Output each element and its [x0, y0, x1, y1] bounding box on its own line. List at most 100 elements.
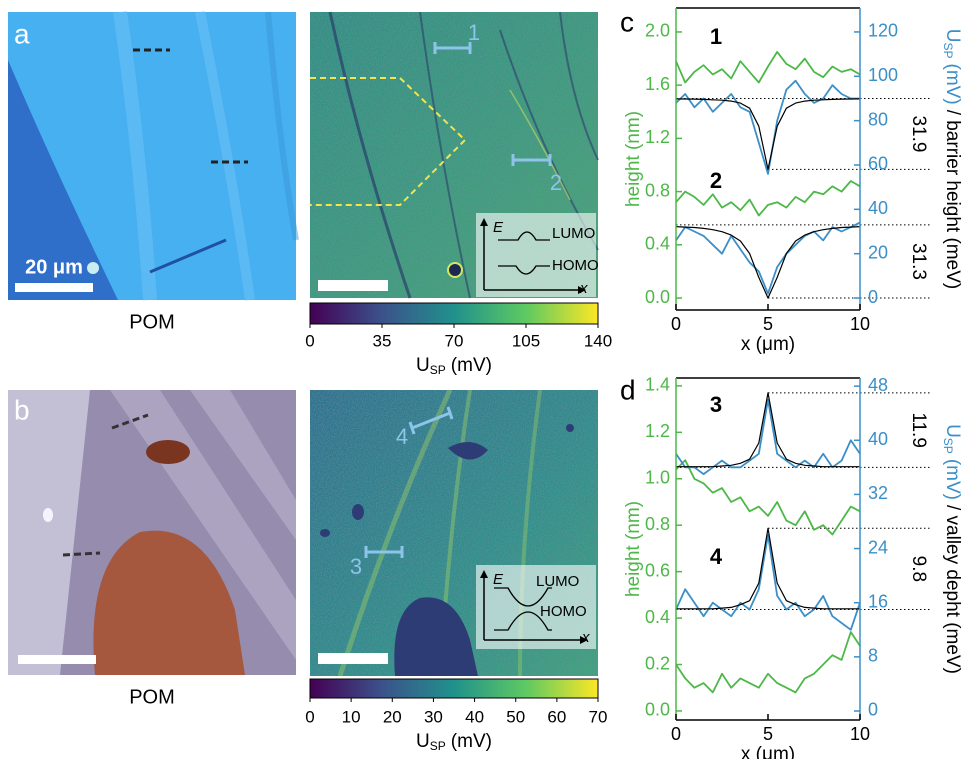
annotation: 11.9: [908, 412, 929, 448]
y-tick-label: 0.6: [645, 560, 670, 580]
scale-bar-label: 20 μm: [25, 256, 83, 278]
caption: POM: [129, 686, 175, 708]
colorbar-tick-label: 50: [506, 707, 525, 726]
profile-marker: 1: [468, 20, 480, 45]
inset-level-label: HOMO: [552, 257, 599, 274]
y2-axis-label: USP (mV) / valley depht (meV): [941, 424, 963, 674]
kpfm-map-top: [310, 11, 599, 299]
data-line: [675, 221, 861, 295]
y2-tick-label: 16: [868, 591, 888, 611]
y2-tick-label: 32: [868, 483, 888, 503]
panel-letter: a: [14, 18, 30, 49]
y2-tick-label: 120: [868, 21, 898, 41]
y-axis-label: height (nm): [623, 111, 644, 207]
annotation: 31.3: [908, 243, 929, 280]
y-tick-label: 0.2: [645, 653, 670, 673]
y-tick-label: 0.8: [645, 180, 670, 200]
y-axis-label: height (nm): [623, 501, 644, 597]
subscript: SP: [941, 438, 955, 454]
y2-tick-label: 100: [868, 65, 898, 85]
kpfm-map-bottom: [310, 388, 598, 677]
x-tick-label: 0: [671, 724, 681, 744]
y-tick-label: 0.0: [645, 700, 670, 720]
y-tick-label: 2.0: [645, 21, 670, 41]
caption: POM: [129, 311, 175, 333]
y2-tick-label: 8: [868, 646, 878, 666]
data-line: [675, 98, 861, 170]
pom-image-b: [8, 390, 296, 675]
colorbar-tick-label: 140: [584, 331, 612, 350]
subscript: SP: [430, 739, 446, 753]
annotation: 31.9: [908, 115, 929, 152]
x-tick-label: 10: [850, 314, 870, 334]
annotation: 9.8: [908, 556, 929, 582]
label-rest: / valley depht (meV): [942, 505, 963, 674]
x-tick-label: 10: [850, 724, 870, 744]
data-line: [676, 392, 860, 468]
profile-label: 3: [710, 392, 722, 417]
data-line: [675, 534, 861, 631]
pom-image-a: [8, 10, 299, 301]
data-line: [676, 527, 860, 610]
y-tick-label: 1.2: [645, 421, 670, 441]
inset-level-label: LUMO: [536, 573, 579, 590]
y2-tick-label: 20: [868, 242, 888, 262]
inset-level-label: HOMO: [540, 603, 587, 620]
colorbar-tick-label: 30: [424, 707, 443, 726]
x-tick-label: 5: [763, 314, 773, 334]
data-line: [675, 631, 861, 694]
inset-axis-label: E: [493, 219, 504, 236]
colorbar-tick-label: 20: [383, 707, 402, 726]
colorbar-tick-label: 105: [512, 331, 540, 350]
colorbar-label: USP (mV): [416, 355, 492, 377]
subscript: SP: [941, 43, 955, 59]
y-tick-label: 0.8: [645, 514, 670, 534]
data-line: [675, 79, 860, 175]
colorbar-tick-label: 40: [465, 707, 484, 726]
profile-marker: 2: [550, 170, 562, 195]
y-tick-label: 0.4: [645, 607, 670, 627]
x-tick-label: 0: [671, 314, 681, 334]
y-tick-label: 1.4: [645, 375, 670, 395]
colorbar-tick-label: 70: [589, 707, 608, 726]
unit: (mV): [942, 459, 963, 500]
y-tick-label: 0.0: [645, 287, 670, 307]
colorbar-label: USP (mV): [416, 731, 492, 753]
symbol: U: [416, 731, 430, 752]
x-tick-label: 5: [763, 724, 773, 744]
panel-letter: c: [620, 6, 634, 37]
unit: (mV): [451, 355, 492, 376]
symbol: U: [416, 355, 430, 376]
x-axis-label: x (μm): [741, 334, 795, 355]
data-line: [675, 180, 861, 217]
y2-tick-label: 0: [868, 700, 878, 720]
data-line: [675, 51, 861, 84]
profile-label: 4: [710, 544, 723, 569]
y2-tick-label: 48: [868, 375, 888, 395]
label-rest: / barrier height (meV): [942, 110, 963, 290]
x-axis-label: x (μm): [741, 744, 795, 759]
inset-axis-label: x: [579, 280, 588, 297]
colorbar-tick-label: 60: [547, 707, 566, 726]
profile-marker: 4: [396, 424, 408, 449]
y2-tick-label: 80: [868, 109, 888, 129]
unit: (mV): [451, 731, 492, 752]
data-line: [675, 226, 861, 299]
colorbar: [309, 302, 599, 325]
panel-letter: d: [620, 374, 636, 405]
symbol: U: [942, 29, 963, 43]
y2-tick-label: 60: [868, 154, 888, 174]
unit: (mV): [942, 64, 963, 105]
y-tick-label: 1.6: [645, 74, 670, 94]
data-line: [675, 459, 861, 536]
colorbar-tick-label: 70: [445, 331, 464, 350]
profile-label: 2: [710, 168, 722, 193]
data-line: [675, 398, 861, 475]
y2-axis-label: USP (mV) / barrier height (meV): [941, 29, 963, 289]
y2-tick-label: 24: [868, 537, 888, 557]
colorbar: [309, 678, 599, 699]
inset-axis-label: E: [493, 571, 504, 588]
profile-label: 1: [710, 24, 722, 49]
y-tick-label: 1.0: [645, 468, 670, 488]
